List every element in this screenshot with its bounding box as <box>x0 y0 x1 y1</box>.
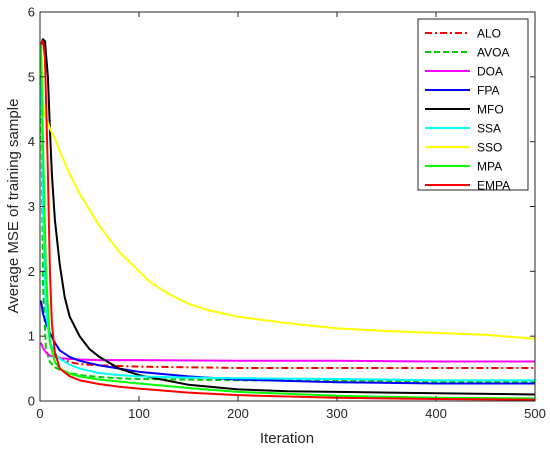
series-line-ssa <box>39 50 535 382</box>
y-tick-label: 4 <box>28 134 35 149</box>
legend-label-fpa: FPA <box>477 84 499 98</box>
x-axis: 0 100 200 300 400 500 <box>36 12 546 421</box>
legend-label-alo: ALO <box>477 27 501 41</box>
y-tick-label: 0 <box>28 394 35 409</box>
x-tick-label: 500 <box>524 406 546 421</box>
y-tick-label: 6 <box>28 5 35 20</box>
x-tick-label: 200 <box>227 406 249 421</box>
series-line-empa <box>40 40 536 401</box>
y-tick-label: 1 <box>28 329 35 344</box>
series-line-fpa <box>40 300 535 385</box>
legend-label-ssa: SSA <box>477 122 501 136</box>
y-axis-title: Average MSE of training sample <box>5 99 22 314</box>
series-line-sso <box>39 44 536 340</box>
x-tick-label: 100 <box>128 406 150 421</box>
legend-label-doa: DOA <box>477 65 503 79</box>
series-line-alo <box>39 44 535 369</box>
legend-label-sso: SSO <box>477 141 502 155</box>
y-tick-label: 2 <box>28 264 35 279</box>
y-axis: 0 1 2 3 4 5 6 <box>28 5 535 409</box>
legend: ALO AVOA DOA FPA MFO SSA SSO MPA EMPA <box>417 18 529 193</box>
series-line-doa <box>40 342 535 363</box>
legend-label-mfo: MFO <box>477 103 504 117</box>
x-axis-title: Iteration <box>260 430 314 447</box>
series-line-mpa <box>39 44 536 400</box>
y-tick-label: 5 <box>28 69 35 84</box>
legend-box <box>417 18 529 191</box>
x-tick-label: 400 <box>425 406 447 421</box>
series-line-mfo <box>40 38 536 396</box>
y-tick-label: 3 <box>28 199 35 214</box>
x-tick-label: 0 <box>36 406 43 421</box>
series-group <box>39 38 536 401</box>
legend-label-empa: EMPA <box>477 179 510 193</box>
legend-label-avoa: AVOA <box>477 46 509 60</box>
x-tick-label: 300 <box>326 406 348 421</box>
legend-label-mpa: MPA <box>477 160 502 174</box>
